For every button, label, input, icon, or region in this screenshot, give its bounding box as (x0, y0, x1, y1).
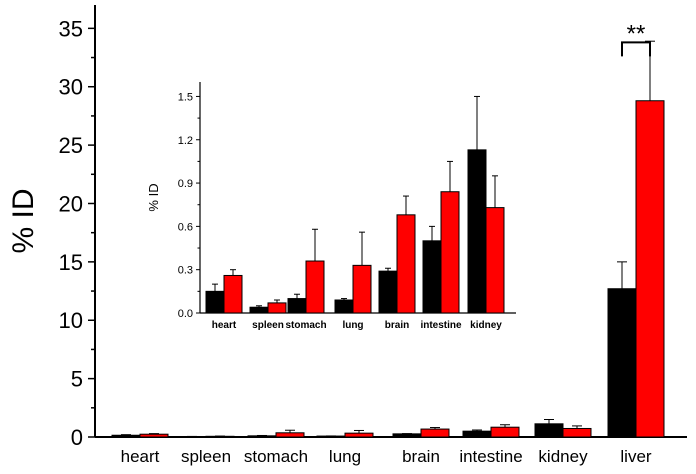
inset-y-axis-label: % ID (146, 183, 161, 211)
inset-y-tick-label: 0.0 (178, 308, 193, 320)
bar-intestine-red (490, 426, 520, 438)
inset-bar-heart-red (223, 274, 243, 314)
inset-y-tick-label: 1.5 (178, 91, 193, 103)
bar-brain-red (420, 428, 450, 438)
inset-bar-intestine-black (422, 240, 442, 314)
y-tick-label: 0 (71, 425, 83, 450)
x-tick-label-stomach: stomach (244, 447, 308, 466)
inset-y-tick-label: 0.3 (178, 265, 193, 277)
y-tick-label: 30 (59, 75, 83, 100)
bar-stomach-black (247, 435, 277, 438)
bar-heart-red (139, 433, 169, 438)
x-tick-label-brain: brain (402, 447, 440, 466)
bar-heart-black (111, 434, 141, 438)
y-axis-label: % ID (7, 188, 40, 253)
x-tick-label-heart: heart (121, 447, 160, 466)
inset-bar-brain-red (396, 214, 416, 314)
bar-kidney-red (562, 427, 592, 438)
inset-bar-kidney-red (485, 207, 505, 314)
inset-x-tick-label-brain: brain (385, 320, 409, 331)
bar-lung-red (344, 432, 374, 438)
bar-brain-black (392, 433, 422, 438)
significance-bracket (621, 41, 651, 57)
inset-bar-stomach-red (305, 260, 325, 314)
y-tick-label: 5 (71, 367, 83, 392)
y-tick-label: 35 (59, 16, 83, 41)
x-tick-label-lung: lung (329, 447, 361, 466)
y-tick-label: 20 (59, 191, 83, 216)
x-tick-label-intestine: intestine (459, 447, 522, 466)
inset-bar-lung-black (334, 299, 354, 314)
significance-label: ** (627, 20, 646, 47)
inset-chart: 0.0 0.3 0.6 0.9 1.2 1.5 % ID heart spleen stomach… (146, 82, 516, 331)
bar-liver-black (607, 288, 637, 438)
inset-x-tick-label-kidney: kidney (470, 320, 502, 331)
inset-y-tick-label: 1.2 (178, 135, 193, 147)
bar-kidney-black (534, 423, 564, 438)
inset-bar-lung-red (352, 264, 372, 314)
inset-bar-kidney-black (467, 149, 487, 314)
x-tick-label-spleen: spleen (181, 447, 231, 466)
bar-liver-red (635, 100, 665, 438)
inset-x-tick-label-heart: heart (212, 320, 237, 331)
inset-bar-spleen-black (249, 306, 269, 314)
inset-y-tick-label: 0.6 (178, 221, 193, 233)
x-tick-label-kidney: kidney (538, 447, 588, 466)
inset-bar-intestine-red (440, 191, 460, 314)
inset-x-tick-label-spleen: spleen (252, 320, 284, 331)
inset-y-tick-label: 0.9 (178, 178, 193, 190)
inset-x-tick-label-stomach: stomach (285, 320, 326, 331)
bar-intestine-black (462, 430, 492, 438)
inset-x-tick-label-lung: lung (342, 320, 363, 331)
bar-stomach-red (275, 432, 305, 438)
y-tick-label: 25 (59, 133, 83, 158)
inset-bar-heart-black (205, 290, 225, 314)
inset-bar-brain-black (378, 270, 398, 314)
y-tick-label: 10 (59, 308, 83, 333)
inset-x-tick-label-intestine: intestine (420, 320, 462, 331)
y-tick-label: 15 (59, 250, 83, 275)
inset-bar-spleen-red (267, 302, 287, 314)
x-tick-label-liver: liver (620, 447, 652, 466)
inset-bar-stomach-black (287, 298, 307, 314)
